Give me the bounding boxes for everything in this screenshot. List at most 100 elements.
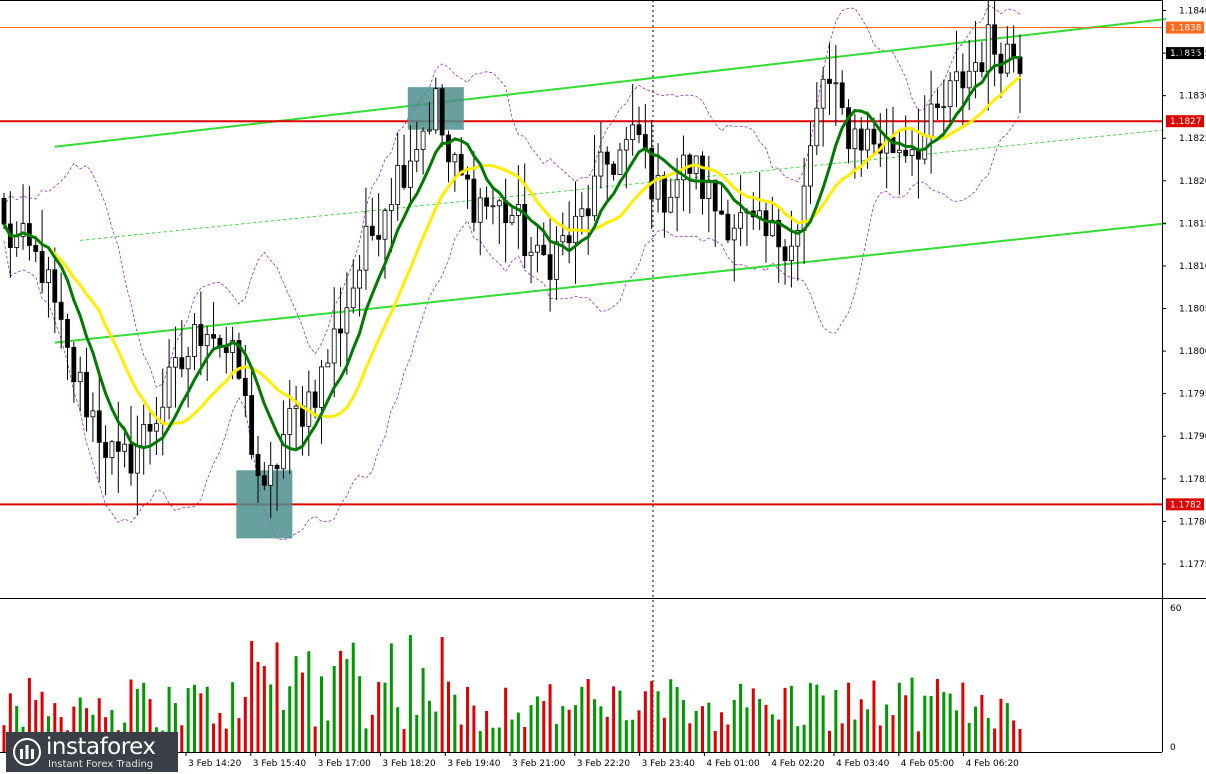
candle-body [236,340,242,379]
candle-body [719,210,724,215]
volume-bar [618,690,622,752]
volume-bar [148,699,152,752]
candle-body [134,445,140,474]
volume-bar [497,727,501,752]
instaforex-logo-icon [13,738,41,766]
volume-bar [561,706,565,752]
volume-bar [193,684,196,752]
volume-bar [789,685,793,752]
candle-body [554,241,559,280]
x-tick-label: 3 Feb 21:00 [512,759,566,769]
x-tick-label: 4 Feb 01:00 [706,759,760,769]
candle-body [350,287,356,309]
volume-bar [358,676,362,752]
candle-body [604,151,610,165]
volume-bar [694,710,698,752]
candle-body [147,424,153,432]
volume-bar [459,724,463,752]
volume-bar [351,642,355,752]
candle-body [585,208,591,217]
ma-fast [2,55,1021,452]
current-price-label: 1.1835 [1170,49,1202,59]
volume-bar [993,728,997,752]
candle-body [376,235,382,240]
volume-bar [866,709,870,752]
candle-body [255,454,261,477]
candle-body [312,391,318,408]
candle-body [77,371,83,383]
volume-bar [180,725,184,752]
volume-bar [967,723,971,752]
candle-body [401,165,407,188]
level-label-bg [1166,21,1204,34]
volume-bar [491,727,495,752]
candle-body [344,307,350,334]
volume-bar [980,694,984,752]
y-tick-label: 1.1795 [1179,390,1206,400]
x-tick-label: 4 Feb 02:20 [771,759,825,769]
volume-bar [650,680,654,752]
volume-bar [243,696,247,752]
candle-body [992,24,997,55]
volume-bar [427,700,431,752]
logo-name: instaforex [46,734,156,760]
candle-body [839,82,845,109]
y-tick-label: 1.1775 [1179,560,1206,570]
volume-bar [554,724,558,752]
volume-bar [796,726,800,752]
volume-bar [237,718,241,752]
volume-bar [802,724,806,752]
level-label: 1.1782 [1170,500,1202,510]
volume-bar [389,643,393,752]
candle-body [674,179,680,198]
logo-tagline: Instant Forex Trading [48,759,154,770]
volume-bar [974,706,978,752]
candle-body [890,136,896,154]
candle-body [509,215,515,224]
candle-body [935,103,940,108]
candle-body [947,80,953,108]
volume-bar [15,706,19,752]
volume-bar [262,665,266,752]
volume-bar [523,726,527,752]
volume-bar [313,726,317,752]
volume-bar [142,682,146,752]
y-tick-label: 1.1780 [1179,517,1206,527]
volume-bar [897,682,901,752]
volume-bar [821,695,825,752]
volume-bar [732,699,736,752]
candle-body [109,441,115,458]
y-tick-label: 1.1825 [1179,134,1206,144]
volume-bar [828,730,831,752]
volume-bar [339,650,343,752]
volume-bar [408,635,412,752]
candle-body [58,301,64,320]
volume-bar [853,719,857,752]
candle-body [280,433,286,470]
candle-body [623,139,629,151]
candle-body [541,244,547,256]
candle-body [941,106,947,109]
candle-body [446,134,451,163]
candle-body [287,408,293,435]
volume-bar [434,711,438,752]
candle-body [427,129,432,132]
volume-bar [764,704,768,752]
y-tick-label: 1.1810 [1179,262,1206,272]
candle-body [789,245,794,261]
volume-bar [173,703,177,752]
volume-bar [859,699,863,752]
candle-body [14,236,20,248]
volume-bar [447,681,450,752]
volume-min-label: 0 [1170,743,1176,753]
candle-body [452,154,458,163]
volume-bar [535,696,539,752]
candle-body [179,357,185,370]
candle-body [293,405,299,409]
volume-bar [78,697,82,752]
candle-body [979,62,985,73]
volume-bar [402,729,406,752]
volume-bar [510,719,514,752]
volume-bar [923,695,927,752]
volume-bar [643,691,647,752]
